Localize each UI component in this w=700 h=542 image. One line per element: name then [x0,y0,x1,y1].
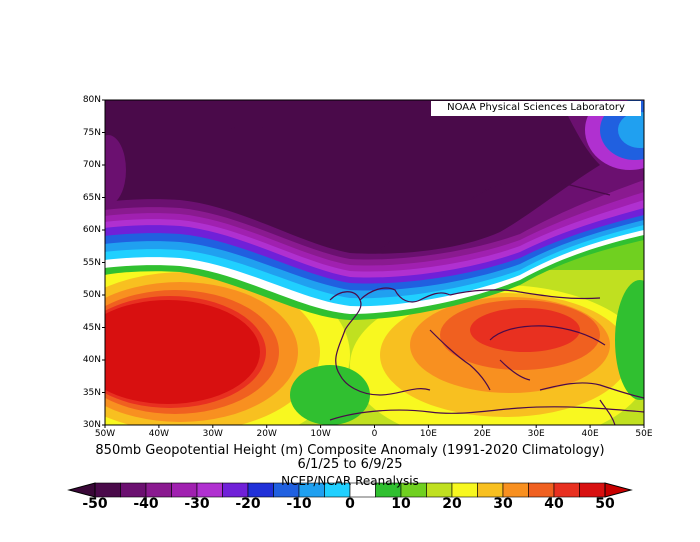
date-range: 6/1/25 to 6/9/25 [297,457,403,472]
lat-label: 50N [82,290,101,300]
colorbar-label: 30 [493,496,513,512]
lon-label: 50E [635,429,653,439]
colorbar-label: -30 [184,496,210,512]
lon-label: 40E [581,429,599,439]
lon-label: 10W [310,429,331,439]
colorbar-label: 50 [595,496,615,512]
colorbar-label: -50 [82,496,108,512]
colorbar-label: -20 [235,496,261,512]
colorbar-right-arrow [604,482,633,498]
colorbar-label: -40 [133,496,159,512]
credit-label: NOAA Physical Sciences Laboratory [431,101,641,116]
lon-label: 20W [256,429,277,439]
colorbar-label: 10 [391,496,411,512]
lon-label: 40W [148,429,170,439]
lat-label: 55N [82,257,101,268]
lon-label: 20E [473,429,491,439]
lat-label: 65N [82,192,101,203]
colorbar [67,482,633,498]
lat-label: 75N [82,127,101,138]
lon-label: 30E [527,429,545,439]
lat-label: 45N [82,322,101,333]
lat-label: 30N [82,420,101,430]
lon-label: 30W [202,429,223,439]
data-source: NCEP/NCAR Reanalysis [281,474,419,488]
lat-label: 35N [82,387,101,398]
colorbar-label: -10 [286,496,312,512]
lon-label: 10E [419,429,437,439]
anomaly-field [105,100,644,425]
colorbar-left-arrow [67,482,96,498]
coastlines [229,124,644,425]
colorbar-label: 40 [544,496,564,512]
lat-label: 40N [82,355,101,365]
colorbar-label: 0 [345,496,355,512]
lon-label: 0 [371,429,378,439]
colorbar-label: 20 [442,496,462,512]
lat-label: 70N [82,160,101,170]
lat-label: 80N [82,95,101,105]
map-title: 850mb Geopotential Height (m) Composite … [95,443,605,458]
lon-label: 50W [94,429,116,439]
lat-label: 60N [82,225,101,235]
